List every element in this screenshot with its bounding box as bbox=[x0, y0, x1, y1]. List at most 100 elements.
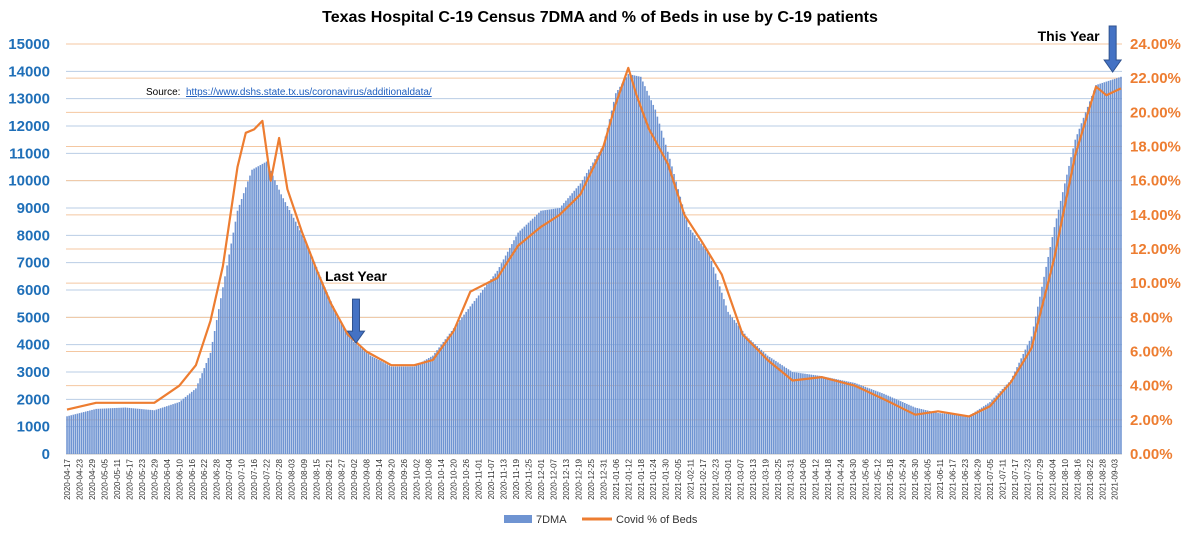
left-tick-label: 1000 bbox=[17, 419, 50, 436]
bar bbox=[1028, 340, 1031, 454]
bar bbox=[519, 230, 521, 454]
bar bbox=[1078, 128, 1081, 455]
bar bbox=[226, 265, 228, 454]
bar bbox=[523, 226, 526, 454]
bar bbox=[885, 394, 887, 454]
x-tick-label: 2020-11-07 bbox=[487, 458, 496, 499]
x-tick-label: 2021-01-24 bbox=[649, 458, 658, 499]
bar bbox=[475, 298, 478, 454]
x-tick-label: 2020-04-23 bbox=[76, 458, 85, 499]
bar bbox=[1014, 371, 1016, 454]
bar bbox=[236, 210, 239, 454]
bar bbox=[567, 198, 569, 454]
left-tick-label: 12000 bbox=[8, 118, 50, 135]
bar bbox=[421, 361, 424, 454]
bar bbox=[228, 254, 230, 454]
bar bbox=[471, 303, 474, 454]
bar bbox=[126, 407, 129, 454]
bar bbox=[687, 227, 690, 454]
bar bbox=[336, 315, 339, 454]
bar bbox=[267, 166, 270, 454]
bar bbox=[184, 396, 187, 454]
bar bbox=[625, 77, 628, 454]
bar bbox=[1045, 266, 1047, 454]
bar bbox=[143, 409, 145, 454]
bar bbox=[72, 414, 75, 454]
bar bbox=[739, 328, 742, 454]
bar bbox=[272, 175, 274, 454]
source-link[interactable]: https://www.dshs.state.tx.us/coronavirus… bbox=[186, 87, 432, 98]
bar bbox=[222, 287, 224, 454]
bar bbox=[188, 393, 191, 454]
bar bbox=[879, 392, 881, 454]
x-tick-label: 2020-12-31 bbox=[599, 458, 608, 499]
x-tick-label: 2020-12-13 bbox=[562, 458, 571, 499]
bar bbox=[718, 286, 721, 454]
bar bbox=[278, 189, 280, 454]
bar bbox=[810, 374, 813, 454]
bar bbox=[1091, 95, 1093, 455]
bar bbox=[1111, 79, 1114, 454]
bar bbox=[588, 169, 590, 455]
right-tick-label: 6.00% bbox=[1130, 344, 1173, 361]
bar bbox=[960, 415, 962, 454]
bar bbox=[758, 347, 761, 454]
bar bbox=[321, 282, 324, 454]
bar bbox=[1088, 101, 1091, 455]
bar bbox=[887, 395, 889, 454]
bar bbox=[912, 406, 914, 454]
bar bbox=[1026, 345, 1029, 454]
bar bbox=[390, 366, 393, 454]
annotation-this-year: This Year bbox=[1038, 28, 1101, 44]
bar bbox=[639, 76, 642, 455]
left-tick-label: 0 bbox=[42, 446, 50, 463]
bar bbox=[891, 397, 894, 454]
bar bbox=[662, 137, 665, 454]
bar bbox=[307, 247, 309, 454]
bar bbox=[245, 187, 247, 455]
bar bbox=[1039, 296, 1041, 454]
bar bbox=[386, 364, 388, 454]
bar bbox=[795, 372, 798, 454]
bar bbox=[928, 411, 931, 454]
x-tick-label: 2020-10-08 bbox=[425, 458, 434, 499]
bar bbox=[1107, 80, 1110, 455]
bar bbox=[361, 348, 364, 454]
bar bbox=[989, 402, 991, 454]
bar bbox=[504, 255, 507, 454]
x-tick-label: 2020-12-19 bbox=[574, 458, 583, 499]
x-tick-label: 2021-04-30 bbox=[849, 458, 858, 499]
bar bbox=[1103, 82, 1106, 455]
line-series-covid-beds bbox=[66, 66, 1122, 418]
bar bbox=[68, 415, 70, 454]
bar bbox=[490, 279, 492, 454]
bar bbox=[563, 203, 565, 454]
bar bbox=[685, 219, 688, 454]
x-tick-label: 2020-05-05 bbox=[101, 458, 110, 499]
bar bbox=[908, 404, 910, 454]
bar bbox=[122, 407, 124, 454]
bar bbox=[837, 379, 840, 454]
bar bbox=[436, 350, 438, 454]
bar bbox=[926, 410, 929, 454]
bar bbox=[752, 342, 754, 454]
bar bbox=[529, 220, 532, 454]
bar bbox=[552, 208, 555, 454]
bar bbox=[727, 311, 729, 454]
bar bbox=[906, 403, 908, 454]
bar bbox=[511, 244, 513, 454]
x-tick-label: 2021-06-17 bbox=[949, 458, 958, 499]
bar bbox=[299, 230, 301, 454]
bar bbox=[124, 407, 127, 454]
x-tick-label: 2021-04-12 bbox=[811, 458, 820, 499]
bar bbox=[1118, 77, 1120, 454]
x-tick-label: 2021-08-04 bbox=[1048, 458, 1057, 499]
bar bbox=[459, 320, 461, 454]
x-tick-label: 2021-08-10 bbox=[1061, 458, 1070, 499]
bar bbox=[338, 320, 341, 454]
x-tick-label: 2021-08-16 bbox=[1073, 458, 1082, 499]
x-tick-label: 2021-03-25 bbox=[774, 458, 783, 499]
bar bbox=[935, 412, 937, 454]
x-tick-label: 2020-08-03 bbox=[288, 458, 297, 499]
bar bbox=[606, 127, 609, 454]
